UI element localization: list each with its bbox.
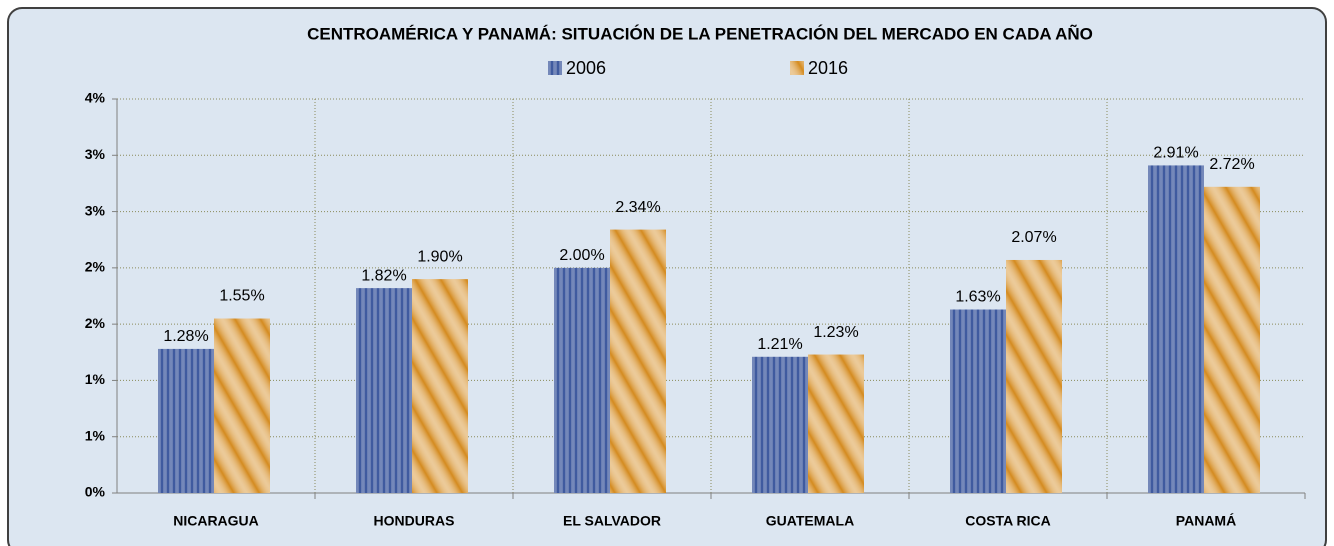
legend-swatch [548, 61, 562, 75]
bar [356, 288, 412, 493]
bar [158, 348, 214, 493]
x-tick-label: NICARAGUA [173, 513, 259, 529]
bar [1148, 165, 1204, 493]
y-tick-label: 0% [85, 484, 106, 500]
y-tick-label: 2% [85, 315, 106, 331]
y-tick-label: 3% [85, 202, 106, 218]
y-tick-label: 1% [85, 427, 106, 443]
legend-label: 2006 [566, 58, 606, 78]
value-label: 1.23% [813, 324, 858, 341]
value-label: 1.90% [417, 248, 462, 265]
value-label: 1.63% [955, 289, 1000, 306]
value-label: 2.34% [615, 199, 660, 216]
bar [554, 267, 610, 493]
y-tick-label: 1% [85, 371, 106, 387]
bar [610, 229, 666, 493]
bar [950, 309, 1006, 493]
value-label: 2.07% [1011, 229, 1056, 246]
plot-area [117, 99, 1305, 493]
legend-label: 2016 [808, 58, 848, 78]
x-tick-label: EL SALVADOR [563, 513, 661, 529]
bar [752, 356, 808, 493]
y-tick-label: 2% [85, 259, 106, 275]
x-tick-label: PANAMÁ [1176, 513, 1236, 529]
y-tick-label: 4% [85, 90, 106, 106]
value-label: 1.82% [361, 267, 406, 284]
bar [1006, 259, 1062, 493]
x-tick-label: HONDURAS [374, 513, 455, 529]
value-label: 1.55% [219, 288, 264, 305]
bar [808, 354, 864, 493]
value-label: 1.28% [163, 328, 208, 345]
bar [214, 318, 270, 493]
bar [1204, 186, 1260, 493]
legend-swatch [790, 61, 804, 75]
value-label: 1.21% [757, 336, 802, 353]
value-label: 2.72% [1209, 156, 1254, 173]
y-tick-label: 3% [85, 146, 106, 162]
value-label: 2.91% [1153, 145, 1198, 162]
chart-title: CENTROAMÉRICA Y PANAMÁ: SITUACIÓN DE LA … [307, 23, 1093, 43]
bar [412, 279, 468, 493]
value-label: 2.00% [559, 247, 604, 264]
x-tick-label: GUATEMALA [766, 513, 854, 529]
x-tick-label: COSTA RICA [965, 513, 1051, 529]
